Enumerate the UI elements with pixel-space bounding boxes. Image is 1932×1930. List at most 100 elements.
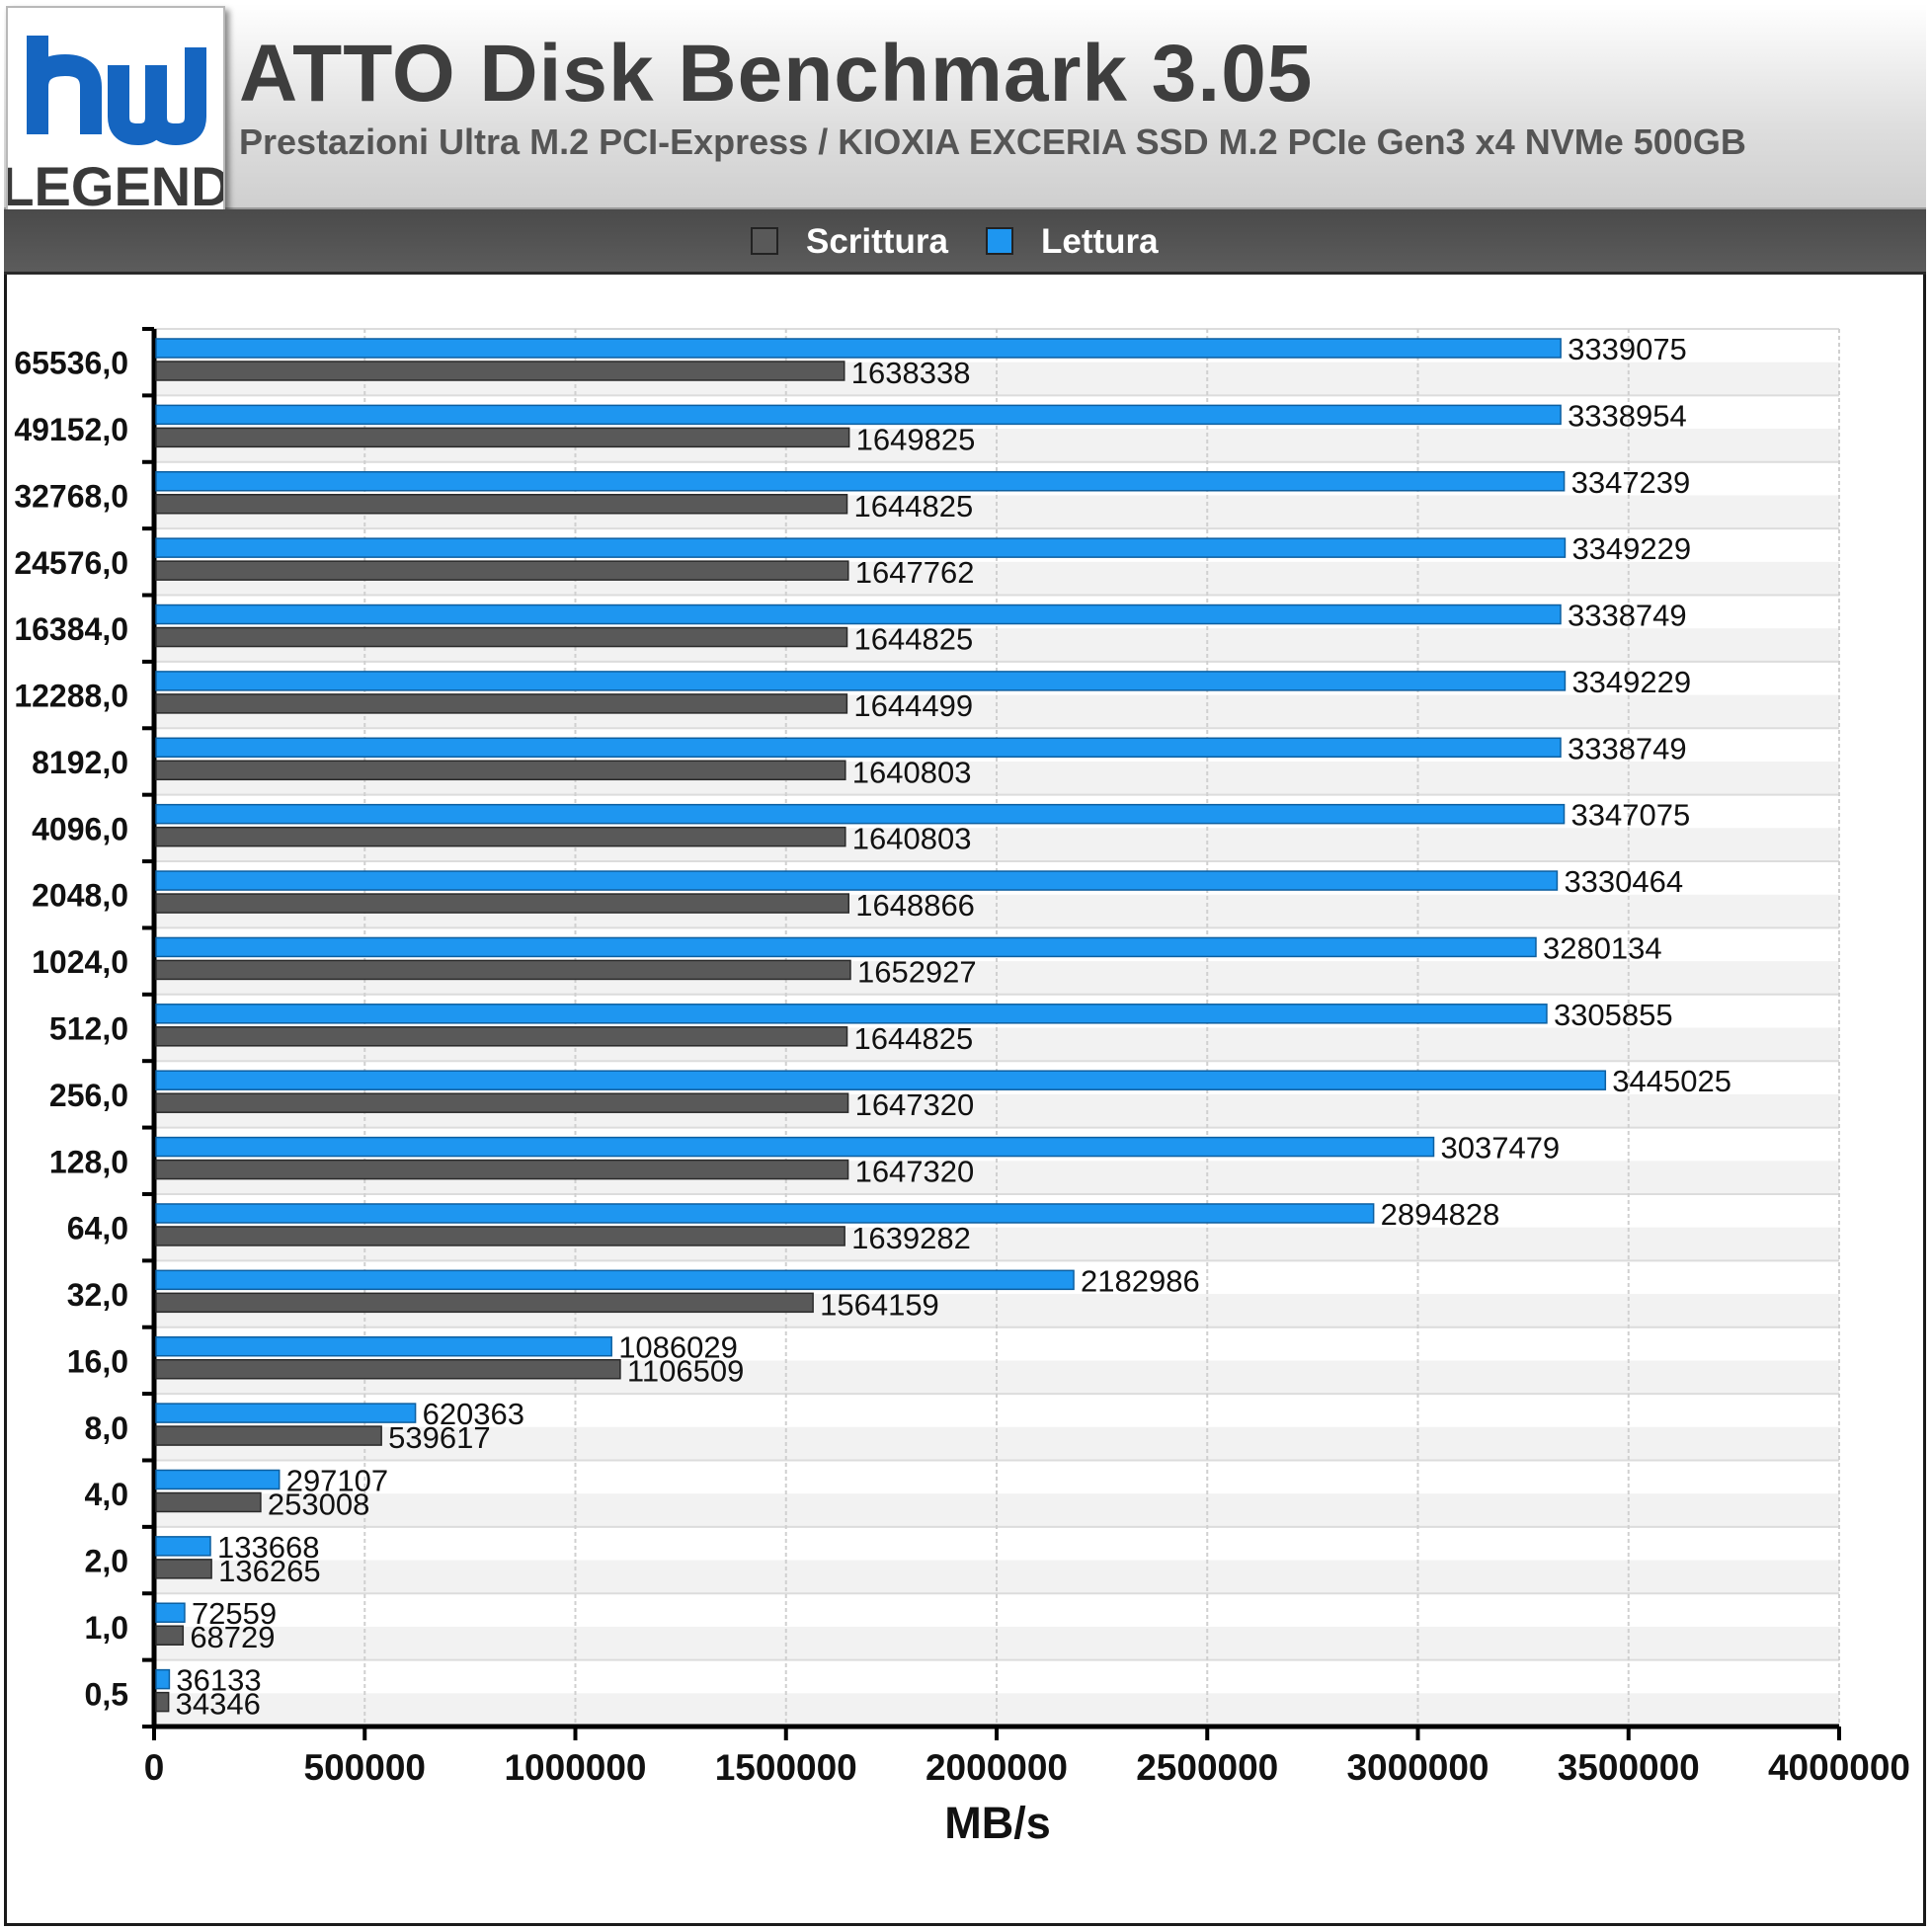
data-label-scrittura: 1644825	[854, 489, 974, 523]
data-label-scrittura: 1648866	[855, 888, 975, 923]
data-label-scrittura: 68729	[190, 1620, 275, 1654]
x-tick-label: 2000000	[926, 1747, 1068, 1788]
y-tick-label: 64,0	[67, 1211, 128, 1246]
y-tick-label: 65536,0	[14, 346, 128, 381]
data-label-scrittura: 539617	[388, 1420, 490, 1455]
bar-scrittura	[155, 361, 845, 381]
data-label-lettura: 36133	[176, 1663, 261, 1698]
y-tick-label: 2,0	[85, 1544, 128, 1579]
data-label-lettura: 3347075	[1571, 798, 1691, 833]
y-tick-label: 1024,0	[32, 944, 128, 980]
bar-scrittura	[155, 1559, 212, 1579]
data-label-scrittura: 1652927	[857, 954, 977, 989]
data-label-lettura: 297107	[286, 1463, 388, 1497]
data-label-scrittura: 1644499	[853, 688, 973, 723]
y-tick-label: 12288,0	[14, 679, 128, 714]
bar-scrittura	[155, 760, 846, 781]
data-label-lettura: 2894828	[1381, 1197, 1500, 1232]
x-tick-label: 500000	[304, 1747, 426, 1788]
bar-lettura	[155, 1070, 1607, 1090]
y-tick-label: 512,0	[49, 1011, 128, 1047]
data-label-lettura: 3037479	[1440, 1131, 1560, 1166]
legend-label-lettura: Lettura	[1041, 221, 1159, 261]
bar-scrittura	[155, 1425, 382, 1446]
y-tick-label: 128,0	[49, 1144, 128, 1179]
data-label-lettura: 72559	[192, 1596, 277, 1631]
bar-lettura	[155, 537, 1567, 558]
data-label-scrittura: 1649825	[856, 422, 976, 456]
bar-scrittura	[155, 427, 850, 448]
bar-lettura	[155, 471, 1566, 492]
y-tick-label: 8,0	[85, 1410, 128, 1446]
data-label-lettura: 3349229	[1571, 531, 1691, 566]
bar-scrittura	[155, 1292, 814, 1314]
bar-lettura	[155, 1335, 612, 1357]
data-label-scrittura: 1647320	[855, 1087, 975, 1122]
data-label-lettura: 3280134	[1543, 930, 1662, 965]
bar-lettura	[155, 1269, 1075, 1291]
bar-lettura	[155, 1668, 171, 1690]
x-tick-label: 1000000	[504, 1747, 646, 1788]
data-label-lettura: 3347239	[1571, 465, 1691, 500]
y-tick-label: 256,0	[49, 1078, 128, 1113]
bar-scrittura	[155, 1226, 845, 1246]
bar-lettura	[155, 1136, 1435, 1158]
bar-lettura	[155, 803, 1566, 825]
bar-lettura	[155, 1536, 211, 1557]
x-axis-label: MB/s	[944, 1798, 1051, 1848]
data-label-scrittura: 1640803	[852, 822, 972, 856]
bar-lettura	[155, 1203, 1375, 1224]
y-tick-label: 32,0	[67, 1277, 128, 1313]
data-label-lettura: 1086029	[618, 1330, 738, 1365]
x-tick-label: 0	[144, 1747, 165, 1788]
legend-item-scrittura: Scrittura	[751, 223, 948, 259]
y-tick-label: 16384,0	[14, 611, 128, 647]
y-tick-label: 0,5	[85, 1676, 128, 1712]
y-tick-label: 4096,0	[32, 811, 128, 846]
bar-scrittura	[155, 1691, 170, 1713]
data-label-scrittura: 1644825	[854, 622, 974, 657]
data-label-scrittura: 1644825	[854, 1021, 974, 1056]
bar-scrittura	[155, 1092, 849, 1113]
bar-lettura	[155, 1004, 1548, 1024]
data-label-scrittura: 1564159	[820, 1287, 939, 1322]
bar-scrittura	[155, 959, 851, 981]
bar-scrittura	[155, 1491, 262, 1513]
x-tick-label: 1500000	[715, 1747, 857, 1788]
data-label-scrittura: 136265	[218, 1554, 320, 1588]
data-label-lettura: 133668	[217, 1530, 319, 1565]
logo: LEGEND	[0, 6, 231, 223]
bar-scrittura	[155, 1358, 621, 1380]
data-label-scrittura: 1106509	[627, 1354, 744, 1389]
data-label-lettura: 3339075	[1568, 332, 1687, 366]
bar-scrittura	[155, 1625, 185, 1646]
bar-lettura	[155, 603, 1562, 625]
bar-scrittura	[155, 693, 848, 714]
data-label-lettura: 3445025	[1612, 1064, 1731, 1098]
y-tick-label: 2048,0	[32, 878, 128, 914]
data-label-lettura: 3305855	[1554, 998, 1673, 1032]
data-label-lettura: 3338749	[1568, 731, 1687, 765]
y-tick-label: 49152,0	[14, 412, 128, 447]
data-label-scrittura: 1638338	[851, 356, 971, 390]
chart-title: ATTO Disk Benchmark 3.05	[239, 29, 1314, 119]
bar-scrittura	[155, 893, 849, 914]
x-tick-label: 2500000	[1136, 1747, 1278, 1788]
bar-lettura	[155, 870, 1559, 891]
data-label-scrittura: 34346	[176, 1687, 261, 1722]
chart-subtitle: Prestazioni Ultra M.2 PCI-Express / KIOX…	[239, 121, 1746, 162]
data-label-scrittura: 1639282	[851, 1221, 971, 1255]
y-tick-label: 1,0	[85, 1610, 128, 1646]
bar-lettura	[155, 737, 1562, 759]
bar-lettura	[155, 671, 1567, 691]
bar-scrittura	[155, 826, 846, 847]
data-label-scrittura: 1647762	[855, 555, 975, 590]
bar-lettura	[155, 1469, 281, 1490]
data-label-scrittura: 1647320	[855, 1155, 975, 1189]
data-label-lettura: 3330464	[1564, 864, 1683, 899]
x-tick-label: 4000000	[1768, 1747, 1910, 1788]
data-label-scrittura: 253008	[268, 1487, 369, 1521]
y-tick-label: 24576,0	[14, 545, 128, 581]
data-label-lettura: 3338749	[1568, 599, 1687, 633]
